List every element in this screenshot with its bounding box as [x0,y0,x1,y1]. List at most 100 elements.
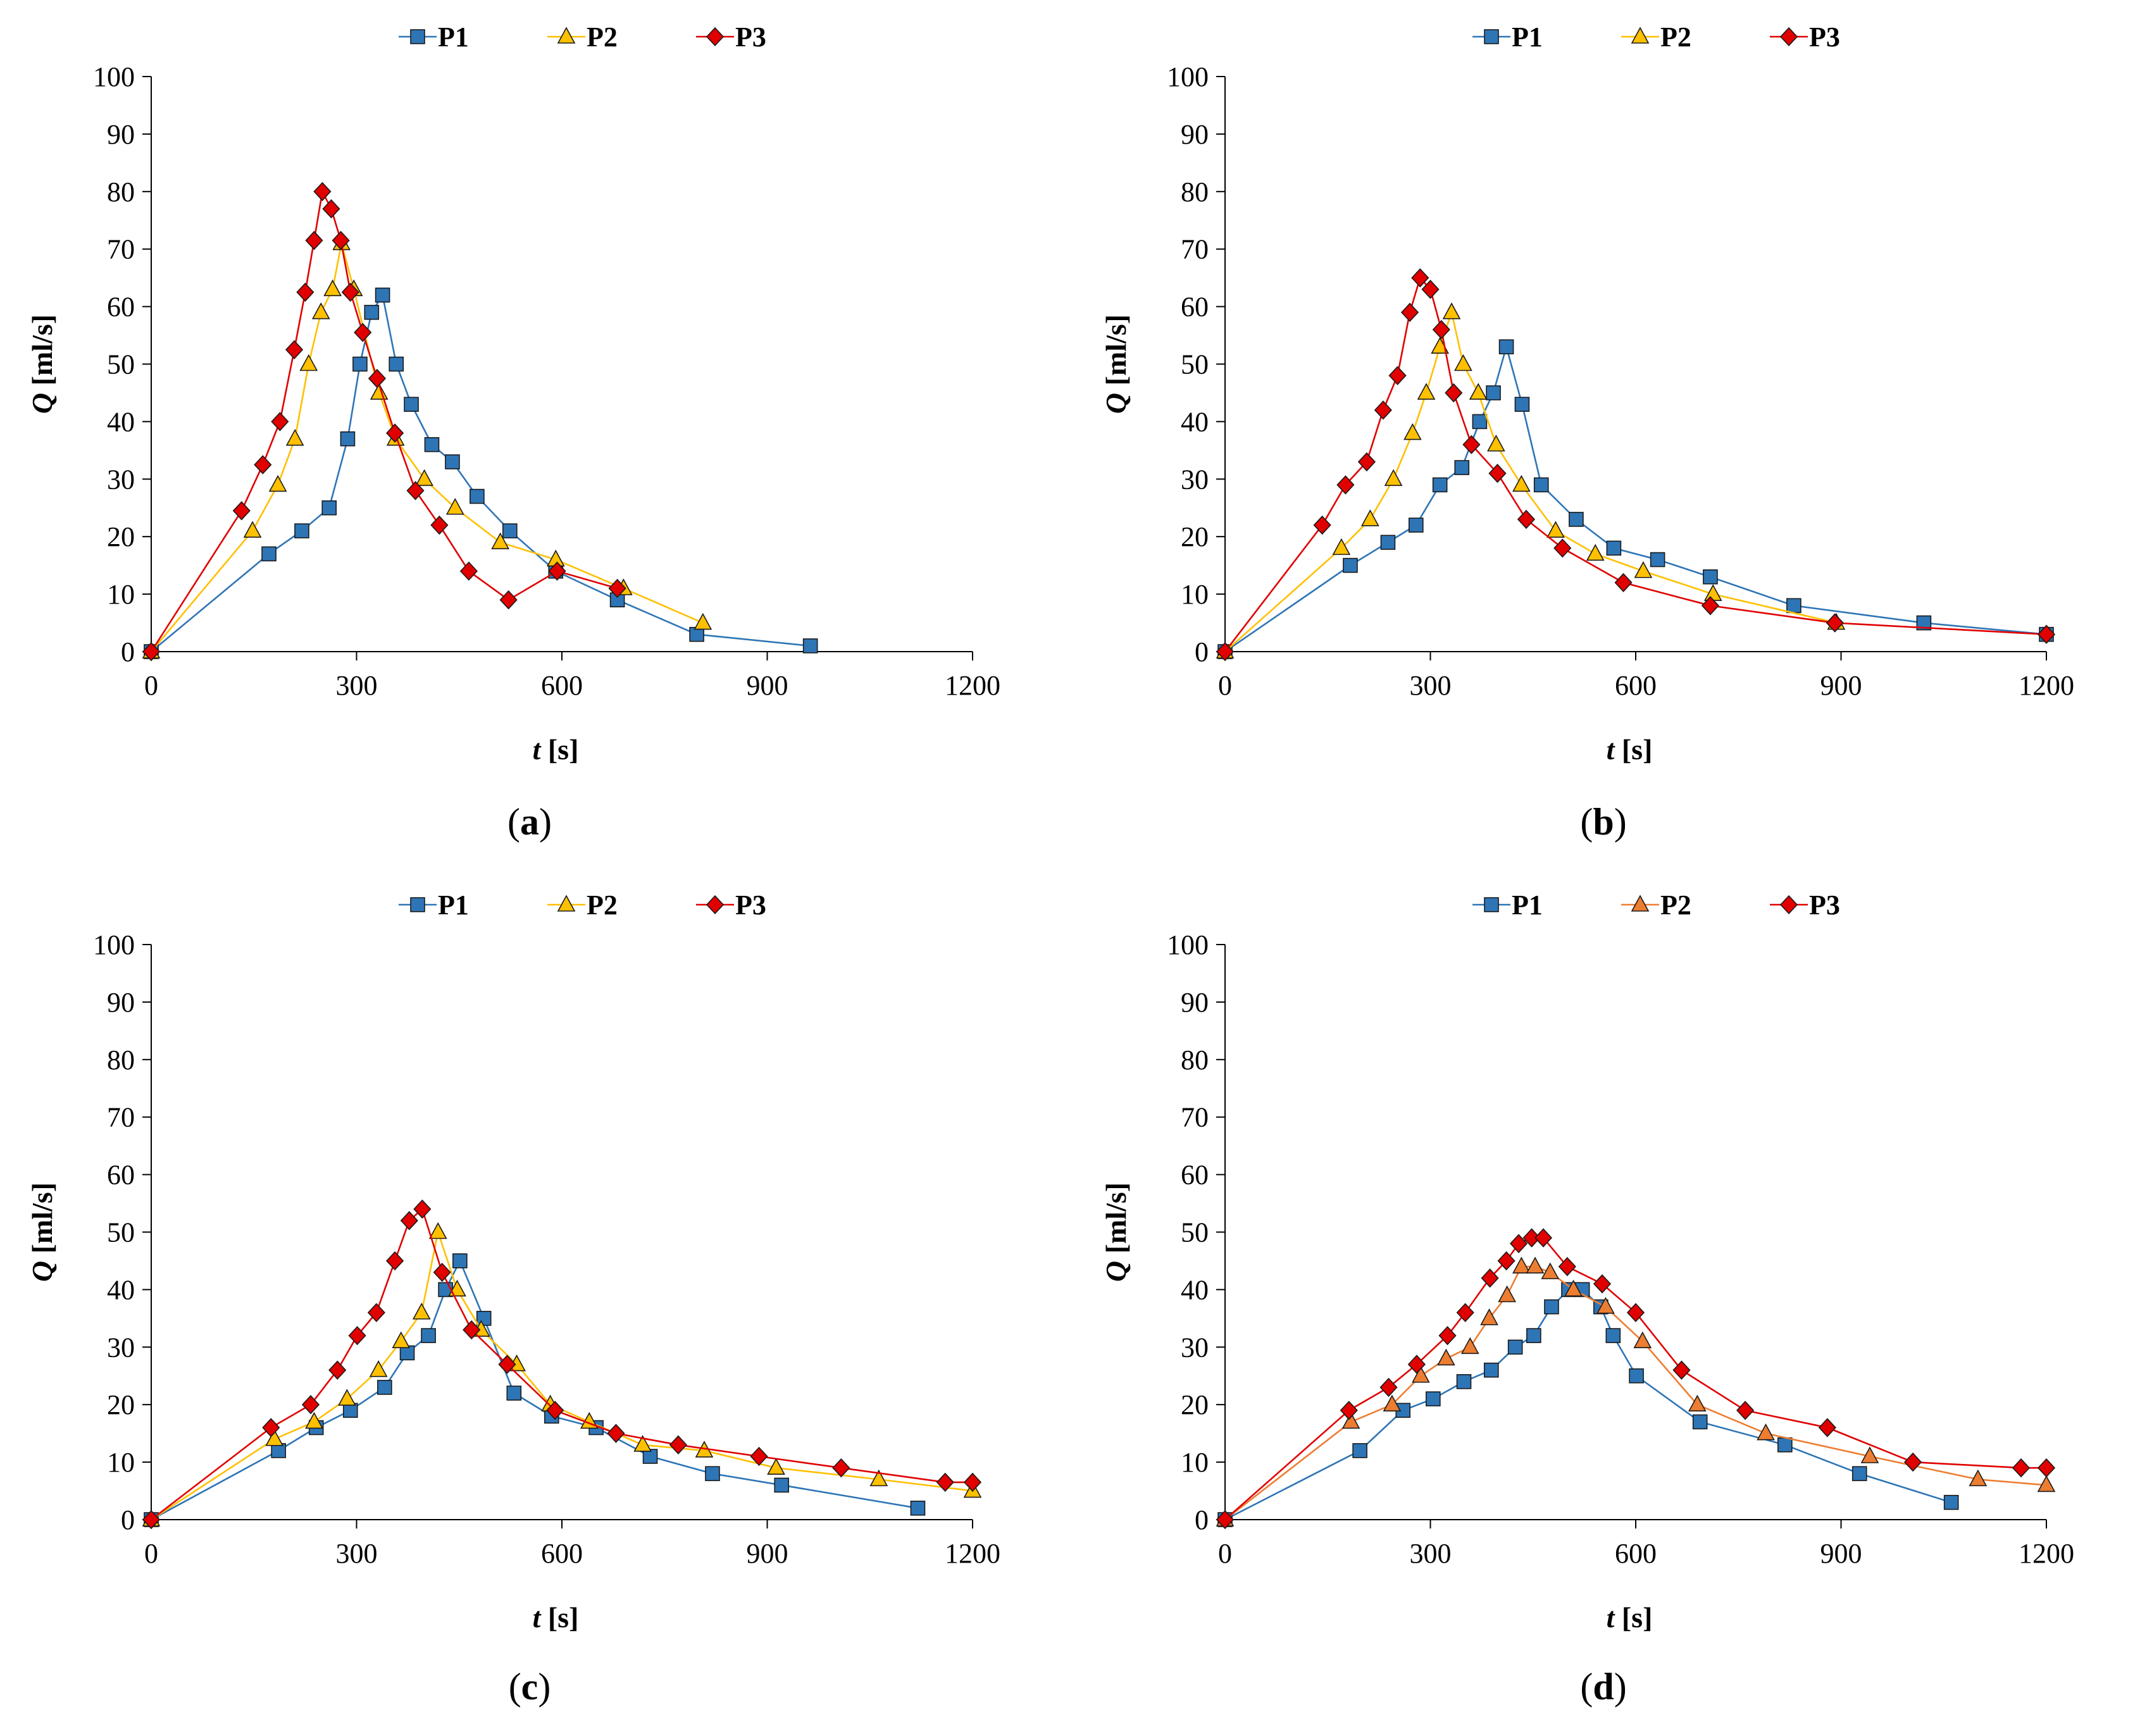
chart-c-legend-marker-p2 [557,895,576,912]
chart-d-point-p2 [1757,1423,1775,1441]
chart-c-point-p2 [338,1389,356,1406]
chart-d-svg: 0 10 20 30 40 50 60 70 80 90 100 0 300 600 900 1200 t [s… [1100,890,2074,1634]
chart-b-point-p3 [1313,515,1331,535]
chart-c-point-p2 [767,1458,785,1475]
chart-a-ytick-label: 10 [107,579,135,610]
chart-b-point-p2 [1442,302,1461,319]
chart-b-point-p1 [1650,552,1665,567]
chart-a-point-p2 [285,428,304,446]
chart-a-point-p3 [296,282,314,302]
chart-a-point-p3 [271,412,289,431]
chart-a-ytick-label: 50 [107,349,135,380]
chart-b-point-p1 [1408,518,1424,533]
chart-b-legend-marker-p2 [1631,27,1650,44]
chart-a-point-p1 [424,437,440,452]
chart-c-legend-marker-p1 [410,897,425,912]
chart-b-point-p2 [1384,469,1403,487]
chart-a-point-p1 [389,356,404,372]
chart-b-point-p3 [1445,383,1463,403]
chart-a-point-p3 [341,282,359,302]
chart-d-ytick-label: 90 [1181,987,1209,1018]
chart-b-legend-marker-p3 [1779,27,1798,47]
chart-b-svg: 0 10 20 30 40 50 60 70 80 90 100 0 300 600 900 1200 t [s… [1100,22,2074,766]
chart-d-point-p1 [1943,1494,1959,1510]
chart-b-series-p2 [1216,302,1846,659]
chart-d-point-p3 [1903,1452,1922,1472]
chart-c-point-p2 [305,1411,323,1429]
chart-c-point-p2 [392,1331,411,1349]
chart-a-legend-marker-p3 [706,27,725,47]
chart-a-point-p3 [322,199,340,219]
chart-c-point-p3 [367,1303,385,1322]
chart-d-point-p3 [1340,1401,1358,1420]
chart-b-point-p2 [1417,383,1436,400]
chart-d-point-p3 [1509,1234,1528,1253]
chart-a-point-p1 [445,454,460,469]
chart-c-point-p2 [869,1469,888,1487]
chart-c-xtick-label: 0 [144,1538,158,1569]
chart-a-point-p1 [261,546,277,562]
chart-b-legend-label-p3: P3 [1809,22,1840,53]
chart-c-point-p2 [428,1222,447,1239]
chart-d-point-p2 [1460,1337,1479,1355]
chart-b-legend-item-p1: P1 [1472,22,1543,53]
chart-d-point-p1 [1777,1437,1793,1453]
chart-b-point-p1 [1703,569,1718,585]
chart-c-point-p3 [301,1395,320,1415]
chart-d-ytick-label: 70 [1181,1102,1209,1133]
chart-a-point-p2 [299,354,318,371]
chart-c-point-p1 [476,1311,492,1326]
chart-panel-d: 0 10 20 30 40 50 60 70 80 90 100 0 300 600 900 1200 t [s… [1074,868,2147,1736]
caption-b: (b) [1580,801,1627,843]
chart-b-ytick-label: 10 [1181,579,1209,610]
chart-b-line-p3 [1224,276,2047,652]
chart-a-series-p3 [142,182,626,662]
chart-b-point-p2 [1454,354,1472,371]
chart-a-point-p3 [385,423,404,443]
chart-a-line-p1 [151,292,811,653]
chart-d-ytick-label: 30 [1181,1332,1209,1363]
chart-c-xtick-label: 600 [541,1538,583,1569]
chart-c-point-p3 [385,1251,404,1271]
chart-b-legend-item-p3: P3 [1770,22,1840,53]
chart-a-svg: 0 10 20 30 40 50 60 70 80 90 100 0 300 600 900 1200 t [s… [26,22,1000,766]
chart-c-point-p3 [546,1401,564,1420]
chart-d-point-p3 [1818,1418,1836,1437]
chart-c-legend-item-p2: P2 [547,890,618,921]
chart-d-point-p1 [1544,1299,1559,1315]
chart-a-point-p1 [340,431,356,447]
chart-c-point-p3 [498,1355,516,1374]
chart-a-ytick-label: 40 [107,406,135,437]
chart-c-point-p3 [348,1325,366,1346]
chart-c-point-p2 [633,1435,652,1452]
chart-b-point-p2 [1469,383,1488,400]
chart-b-point-p2 [1586,543,1605,561]
chart-a-xtick-label: 600 [541,670,583,701]
chart-c-point-p3 [607,1423,625,1443]
chart-c-point-p1 [774,1477,790,1493]
chart-d-point-p3 [2037,1458,2056,1478]
chart-c-point-p3 [463,1320,481,1340]
chart-a-ytick-label: 20 [107,521,135,552]
chart-b-point-p3 [1517,509,1536,530]
chart-c-ylabel: Q [ml/s] [26,1182,58,1282]
chart-d-point-p3 [1216,1510,1235,1530]
chart-a-point-p2 [694,612,713,630]
chart-a-xtick-label: 900 [747,670,788,701]
chart-b-point-p1 [1454,460,1470,475]
chart-a-legend-label-p3: P3 [735,22,766,53]
chart-a-point-p1 [321,500,337,516]
chart-b-ytick-label: 70 [1181,234,1209,265]
chart-b-xtick-label: 1200 [2019,670,2074,701]
chart-d-legend-marker-p1 [1484,897,1499,912]
chart-a-ytick-label: 70 [107,234,135,265]
chart-d-point-p2 [1412,1366,1430,1383]
chart-c-line-p3 [151,1207,973,1521]
chart-b-point-p1 [1916,615,1932,631]
chart-d-point-p1 [1605,1328,1621,1343]
chart-a-ytick-label: 100 [93,61,135,92]
chart-b-point-p3 [1411,268,1429,288]
chart-c-point-p3 [328,1360,347,1380]
chart-d-xtick-label: 900 [1820,1538,1862,1569]
chart-c-point-p2 [412,1303,431,1320]
